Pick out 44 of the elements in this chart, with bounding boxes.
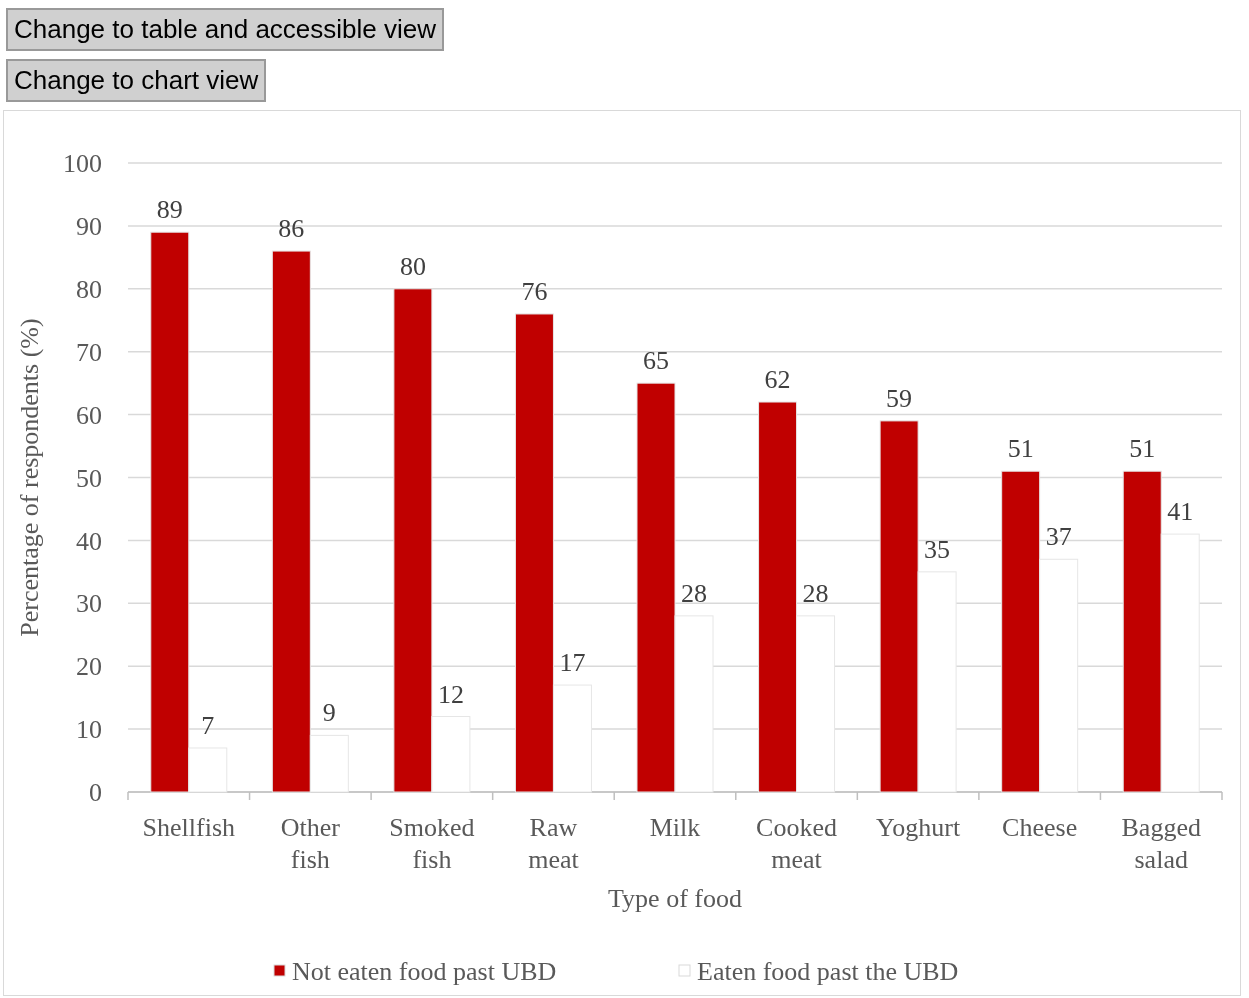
y-tick-label: 100 — [63, 149, 102, 179]
data-label: 62 — [764, 365, 791, 395]
data-label: 28 — [802, 578, 829, 608]
legend-label: Not eaten food past UBD — [292, 957, 557, 987]
y-tick-label: 70 — [76, 337, 102, 367]
data-label: 37 — [1045, 522, 1072, 552]
x-tick-label: Cheese — [1002, 813, 1078, 842]
data-label: 17 — [559, 648, 586, 678]
data-label: 76 — [521, 276, 548, 306]
text: Change to table and accessible view — [6, 8, 445, 51]
data-label: 59 — [886, 383, 913, 413]
data-label: 28 — [681, 578, 707, 608]
data-label: 12 — [437, 679, 464, 709]
data-label: 89 — [156, 195, 183, 225]
data-label: 51 — [1129, 434, 1156, 464]
y-axis-title: Percentage of respondents (%) — [15, 318, 44, 637]
data-label: 80 — [399, 251, 426, 281]
data-label: 9 — [322, 698, 336, 728]
data-label: 41 — [1167, 497, 1194, 527]
data-label: 65 — [643, 346, 669, 376]
data-label: 7 — [201, 710, 215, 740]
x-tick-label: Smoked fish — [389, 813, 475, 874]
y-tick-label: 0 — [89, 778, 102, 808]
y-tick-label: 40 — [76, 526, 102, 556]
x-tick-label: Other fish — [280, 813, 341, 874]
data-label: 51 — [1007, 434, 1034, 464]
x-axis-title: Type of food — [608, 884, 742, 913]
y-tick-label: 80 — [76, 274, 102, 304]
y-tick-label: 60 — [76, 400, 102, 430]
y-tick-label: 50 — [76, 463, 102, 493]
x-tick-label: Yoghurt — [876, 813, 961, 842]
y-tick-label: 90 — [76, 212, 102, 241]
legend-label: Eaten food past the UBD — [697, 957, 959, 987]
y-tick-label: 30 — [76, 589, 102, 619]
y-tick-label: 10 — [76, 715, 102, 745]
x-tick-label: Raw meat — [528, 813, 580, 874]
y-tick-label: 20 — [76, 652, 102, 682]
data-label: 86 — [278, 214, 305, 244]
x-tick-label: Milk — [649, 813, 701, 842]
text: Change to chart view — [6, 59, 267, 102]
data-label: 35 — [924, 534, 951, 564]
x-tick-label: Bagged salad — [1121, 813, 1201, 874]
x-tick-label: Shellfish — [142, 813, 235, 842]
x-tick-label: Cooked meat — [756, 813, 837, 874]
